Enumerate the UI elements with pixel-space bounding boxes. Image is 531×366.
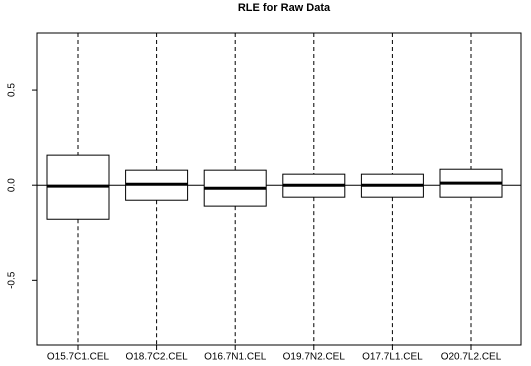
x-tick-label: O18.7C2.CEL — [125, 352, 188, 363]
x-tick-label: O16.7N1.CEL — [204, 352, 267, 363]
plot-area — [37, 33, 521, 345]
x-tick-label: O15.7C1.CEL — [47, 352, 110, 363]
y-tick-label: -0.5 — [7, 271, 18, 289]
chart-title: RLE for Raw Data — [238, 2, 331, 14]
x-tick-label: O20.7L2.CEL — [441, 352, 502, 363]
y-tick-label: 0.0 — [7, 178, 18, 192]
plot-frame — [36, 32, 522, 346]
x-tick-label: O17.7L1.CEL — [362, 352, 423, 363]
y-tick-label: 0.5 — [7, 83, 18, 97]
x-tick-label: O19.7N2.CEL — [283, 352, 346, 363]
